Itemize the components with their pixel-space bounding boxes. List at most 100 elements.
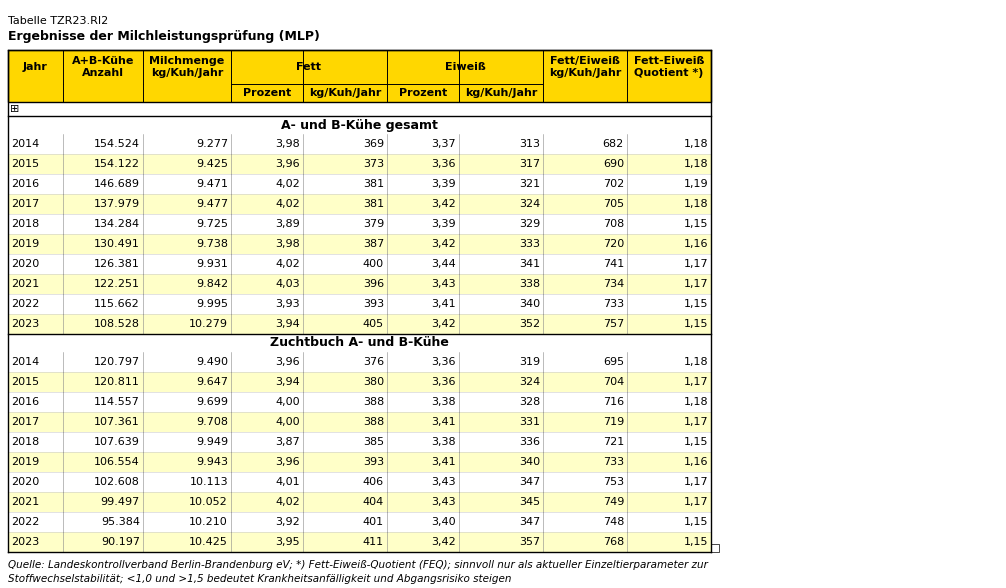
Text: 405: 405 xyxy=(363,319,384,329)
Text: Prozent: Prozent xyxy=(398,88,447,98)
Text: 3,42: 3,42 xyxy=(432,199,456,209)
Text: 9.738: 9.738 xyxy=(196,239,228,249)
Text: 336: 336 xyxy=(519,437,540,447)
Text: Tabelle TZR23.RI2: Tabelle TZR23.RI2 xyxy=(8,16,109,26)
Text: 3,41: 3,41 xyxy=(432,417,456,427)
Text: 2017: 2017 xyxy=(11,417,39,427)
Text: 313: 313 xyxy=(519,139,540,149)
Text: 2020: 2020 xyxy=(11,259,39,269)
Text: 1,17: 1,17 xyxy=(683,259,708,269)
Text: 99.497: 99.497 xyxy=(101,497,140,507)
Bar xyxy=(8,154,711,174)
Text: 705: 705 xyxy=(603,199,624,209)
Text: 9.699: 9.699 xyxy=(196,397,228,407)
Text: 690: 690 xyxy=(603,159,624,169)
Text: 331: 331 xyxy=(519,417,540,427)
Text: 741: 741 xyxy=(603,259,624,269)
Text: 388: 388 xyxy=(363,397,384,407)
Text: 376: 376 xyxy=(363,357,384,367)
Bar xyxy=(8,174,711,194)
Text: 3,43: 3,43 xyxy=(432,279,456,289)
Text: 347: 347 xyxy=(519,517,540,527)
Text: 3,41: 3,41 xyxy=(432,457,456,467)
Text: 393: 393 xyxy=(363,457,384,467)
Text: 115.662: 115.662 xyxy=(95,299,140,309)
Text: 3,93: 3,93 xyxy=(276,299,300,309)
Text: 753: 753 xyxy=(603,477,624,487)
Bar xyxy=(8,214,711,234)
Text: 95.384: 95.384 xyxy=(101,517,140,527)
Text: 1,15: 1,15 xyxy=(683,437,708,447)
Text: 1,15: 1,15 xyxy=(683,299,708,309)
Text: 3,38: 3,38 xyxy=(432,397,456,407)
Text: 347: 347 xyxy=(519,477,540,487)
Text: 146.689: 146.689 xyxy=(94,179,140,189)
Text: 3,40: 3,40 xyxy=(432,517,456,527)
Bar xyxy=(8,50,711,102)
Text: 768: 768 xyxy=(603,537,624,547)
Text: 3,39: 3,39 xyxy=(432,219,456,229)
Text: 3,96: 3,96 xyxy=(276,457,300,467)
Text: 2022: 2022 xyxy=(11,517,39,527)
Text: 3,94: 3,94 xyxy=(276,377,300,387)
Text: 9.477: 9.477 xyxy=(196,199,228,209)
Text: 90.197: 90.197 xyxy=(101,537,140,547)
Text: 106.554: 106.554 xyxy=(95,457,140,467)
Text: kg/Kuh/Jahr: kg/Kuh/Jahr xyxy=(465,88,537,98)
Text: 324: 324 xyxy=(519,377,540,387)
Text: 120.797: 120.797 xyxy=(94,357,140,367)
Text: 734: 734 xyxy=(603,279,624,289)
Text: 1,19: 1,19 xyxy=(683,179,708,189)
Text: Quelle: Landeskontrollverband Berlin-Brandenburg eV; *) Fett-Eiweiß-Quotient (FE: Quelle: Landeskontrollverband Berlin-Bra… xyxy=(8,560,708,570)
Bar xyxy=(8,254,711,274)
Text: 369: 369 xyxy=(363,139,384,149)
Text: A+B-Kühe
Anzahl: A+B-Kühe Anzahl xyxy=(71,56,134,78)
Text: 3,92: 3,92 xyxy=(276,517,300,527)
Text: 107.361: 107.361 xyxy=(95,417,140,427)
Text: 9.931: 9.931 xyxy=(196,259,228,269)
Text: 3,96: 3,96 xyxy=(276,159,300,169)
Bar xyxy=(8,84,711,102)
Text: 719: 719 xyxy=(603,417,624,427)
Text: 2017: 2017 xyxy=(11,199,39,209)
Text: 3,96: 3,96 xyxy=(276,357,300,367)
Text: 720: 720 xyxy=(603,239,624,249)
Text: 3,43: 3,43 xyxy=(432,477,456,487)
Text: 379: 379 xyxy=(363,219,384,229)
Text: 749: 749 xyxy=(603,497,624,507)
Bar xyxy=(8,512,711,532)
Text: 108.528: 108.528 xyxy=(94,319,140,329)
Text: 9.842: 9.842 xyxy=(196,279,228,289)
Text: 102.608: 102.608 xyxy=(95,477,140,487)
Text: 733: 733 xyxy=(603,457,624,467)
Text: 10.210: 10.210 xyxy=(189,517,228,527)
Text: 702: 702 xyxy=(603,179,624,189)
Text: 393: 393 xyxy=(363,299,384,309)
Text: 10.279: 10.279 xyxy=(189,319,228,329)
Text: 404: 404 xyxy=(363,497,384,507)
Text: 134.284: 134.284 xyxy=(94,219,140,229)
Text: 748: 748 xyxy=(603,517,624,527)
Text: 2015: 2015 xyxy=(11,159,39,169)
Bar xyxy=(8,194,711,214)
Text: 704: 704 xyxy=(603,377,624,387)
Text: 1,15: 1,15 xyxy=(683,537,708,547)
Text: Stoffwechselstabilität; <1,0 und >1,5 bedeutet Krankheitsanfälligkeit und Abgang: Stoffwechselstabilität; <1,0 und >1,5 be… xyxy=(8,574,511,584)
Text: 341: 341 xyxy=(519,259,540,269)
Text: 406: 406 xyxy=(363,477,384,487)
Bar xyxy=(8,116,711,134)
Bar xyxy=(8,294,711,314)
Text: 10.425: 10.425 xyxy=(189,537,228,547)
Text: A- und B-Kühe gesamt: A- und B-Kühe gesamt xyxy=(281,119,438,132)
Text: Eiweiß: Eiweiß xyxy=(445,62,485,72)
Text: 120.811: 120.811 xyxy=(95,377,140,387)
Text: 340: 340 xyxy=(519,299,540,309)
Text: 130.491: 130.491 xyxy=(95,239,140,249)
Text: 388: 388 xyxy=(363,417,384,427)
Text: 1,17: 1,17 xyxy=(683,279,708,289)
Bar xyxy=(8,134,711,154)
Text: 357: 357 xyxy=(519,537,540,547)
Text: 3,95: 3,95 xyxy=(276,537,300,547)
Bar xyxy=(8,532,711,552)
Text: 716: 716 xyxy=(603,397,624,407)
